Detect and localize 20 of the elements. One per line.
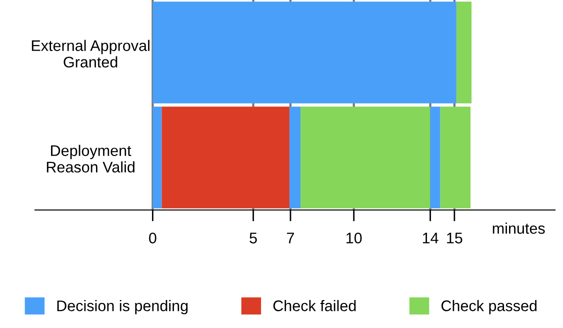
legend-label: Check failed	[273, 300, 356, 312]
legend-label: Check passed	[441, 300, 537, 314]
y-tick-label: External Approval Granted	[32, 40, 150, 68]
x-tick-label: 0	[149, 232, 156, 244]
x-tick-label: 14	[422, 232, 438, 244]
bar	[440, 106, 471, 208]
x-tick-label: 5	[250, 232, 257, 244]
bar	[162, 106, 290, 208]
bar	[152, 106, 162, 208]
x-axis-title: minutes	[492, 222, 545, 234]
bar	[456, 2, 472, 104]
legend-label: Decision is pending	[57, 300, 188, 314]
bar	[289, 106, 301, 208]
x-tick-label: 10	[346, 232, 362, 244]
bar	[152, 2, 456, 104]
y-tick-label: Deployment Reason Valid	[46, 144, 134, 173]
bar	[300, 106, 430, 208]
x-tick-label: 15	[447, 232, 462, 244]
bar	[430, 106, 440, 208]
x-tick-label: 7	[287, 232, 294, 244]
